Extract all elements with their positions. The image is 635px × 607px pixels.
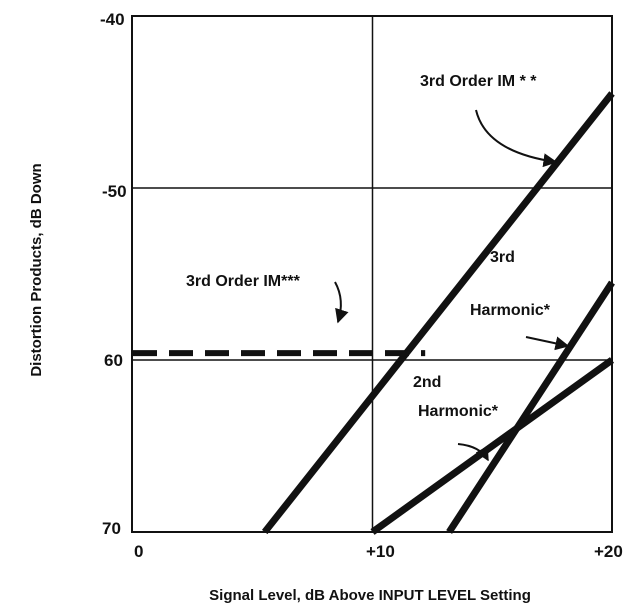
- y-tick-label: -50: [102, 182, 127, 201]
- x-tick-label: +20: [594, 542, 623, 561]
- series-line-2: [446, 280, 615, 534]
- series-line-3: [370, 357, 615, 535]
- y-axis-label: Distortion Products, dB Down: [28, 163, 45, 376]
- annotation-3rd-harmonic-line1: 3rd: [490, 249, 515, 266]
- annotation-3rd-order-im-3: 3rd Order IM***: [186, 273, 301, 290]
- x-tick-label: +10: [366, 542, 395, 561]
- y-tick-label: 60: [104, 351, 123, 370]
- annotation-arrow: [334, 281, 349, 324]
- annotation-2nd-harmonic-line2: Harmonic*: [418, 403, 499, 420]
- grid-lines: [133, 16, 612, 532]
- annotation-3rd-order-im-2: 3rd Order IM * *: [420, 73, 537, 90]
- y-tick-label: -40: [100, 10, 125, 29]
- annotation-2nd-harmonic-line1: 2nd: [413, 374, 441, 391]
- x-axis-label: Signal Level, dB Above INPUT LEVEL Setti…: [209, 587, 531, 604]
- x-tick-label: 0: [134, 542, 143, 561]
- series-line-0: [261, 91, 615, 535]
- annotation-3rd-harmonic-line2: Harmonic*: [470, 302, 551, 319]
- annotation-arrow: [475, 109, 558, 168]
- annotation-arrow: [525, 336, 570, 351]
- annotation-arrows: [334, 109, 570, 462]
- annotation-arrow: [457, 443, 489, 462]
- y-tick-label: 70: [102, 519, 121, 538]
